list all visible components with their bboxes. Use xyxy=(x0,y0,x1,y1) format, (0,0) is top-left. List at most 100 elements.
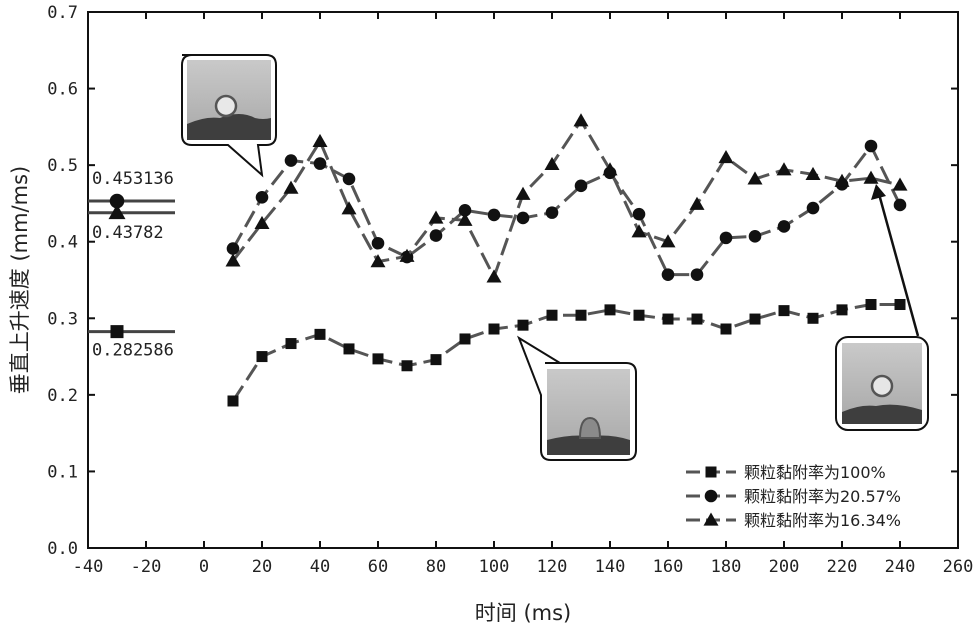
legend-label: 颗粒黏附率为20.57% xyxy=(744,487,901,506)
data-point-square xyxy=(749,313,761,325)
data-point-triangle xyxy=(689,196,705,210)
data-point-square xyxy=(314,328,326,340)
data-point-circle xyxy=(313,157,327,170)
data-point-triangle xyxy=(312,133,328,148)
data-point-square xyxy=(604,304,616,316)
data-point-circle xyxy=(255,191,269,204)
legend-label: 颗粒黏附率为16.34% xyxy=(744,511,901,530)
data-point-square xyxy=(575,309,587,321)
plot-frame xyxy=(87,11,959,549)
data-point-circle xyxy=(429,229,443,242)
data-point-square xyxy=(227,395,239,407)
droplet-photo-callouts xyxy=(181,54,929,461)
x-tick-label: 200 xyxy=(769,557,800,577)
x-tick-label: 80 xyxy=(426,557,446,577)
data-point-circle xyxy=(516,211,530,225)
data-point-circle xyxy=(545,206,559,219)
data-point-triangle xyxy=(602,162,618,176)
y-tick-label: 0.5 xyxy=(47,156,78,176)
x-tick-label: 100 xyxy=(479,557,510,577)
y-tick-label: 0.0 xyxy=(47,539,78,559)
average-label: 0.453136 xyxy=(92,169,174,189)
data-point-triangle xyxy=(283,180,299,194)
x-tick-label: 60 xyxy=(368,557,388,577)
legend-marker xyxy=(705,466,717,478)
y-tick-label: 0.1 xyxy=(47,462,78,482)
data-point-square xyxy=(633,309,645,321)
x-tick-label: 140 xyxy=(595,557,626,577)
data-point-square xyxy=(836,304,848,316)
data-point-triangle xyxy=(544,156,560,171)
data-point-circle xyxy=(574,179,588,193)
data-point-triangle xyxy=(254,215,270,229)
data-point-square xyxy=(256,351,268,363)
data-point-square xyxy=(662,313,674,325)
data-point-square xyxy=(459,333,471,345)
data-point-circle xyxy=(806,201,820,215)
x-tick-label: 0 xyxy=(199,557,209,577)
data-point-triangle xyxy=(863,170,879,184)
data-point-square xyxy=(691,313,703,325)
data-point-square xyxy=(720,323,732,335)
data-point-circle xyxy=(371,236,385,250)
data-point-circle xyxy=(719,231,733,245)
data-point-triangle xyxy=(631,224,647,238)
data-point-circle xyxy=(748,230,762,243)
data-point-triangle xyxy=(399,248,415,262)
data-point-triangle xyxy=(486,269,502,283)
data-point-triangle xyxy=(428,210,444,224)
data-point-circle xyxy=(284,154,298,167)
x-tick-label: 40 xyxy=(310,557,330,577)
data-point-square xyxy=(546,309,558,321)
data-point-square xyxy=(285,338,297,350)
average-marker xyxy=(110,325,124,339)
series-line-circle xyxy=(231,143,902,277)
data-point-square xyxy=(430,354,442,366)
legend-label: 颗粒黏附率为100% xyxy=(744,463,886,482)
data-point-circle xyxy=(893,198,907,212)
x-tick-label: -20 xyxy=(131,557,162,577)
x-tick-label: 20 xyxy=(252,557,272,577)
x-tick-label: 220 xyxy=(827,557,858,577)
data-point-triangle xyxy=(834,173,850,187)
x-tick-label: 120 xyxy=(537,557,568,577)
legend-marker xyxy=(704,489,718,503)
data-point-triangle xyxy=(892,177,908,191)
droplet-photo-callout xyxy=(835,184,929,431)
data-point-triangle xyxy=(457,212,473,226)
y-axis-title: 垂直上升速度 (mm/ms) xyxy=(8,166,32,394)
data-point-triangle xyxy=(805,166,821,180)
data-point-circle xyxy=(661,268,675,281)
average-marker xyxy=(109,193,125,209)
legend-marker xyxy=(703,512,719,526)
data-point-triangle xyxy=(573,113,589,127)
data-point-square xyxy=(372,353,384,365)
x-axis-title: 时间 (ms) xyxy=(475,601,571,625)
data-point-circle xyxy=(342,172,356,186)
data-point-triangle xyxy=(776,162,792,176)
average-label: 0.43782 xyxy=(92,223,164,243)
data-point-circle xyxy=(690,268,704,281)
data-point-square xyxy=(343,343,355,355)
x-tick-label: 240 xyxy=(885,557,916,577)
data-point-triangle xyxy=(341,201,357,215)
series-line-triangle xyxy=(231,117,901,281)
x-tick-label: 260 xyxy=(943,557,974,577)
y-tick-label: 0.7 xyxy=(47,3,78,23)
average-marker xyxy=(108,204,126,220)
data-point-square xyxy=(778,305,790,317)
data-point-triangle xyxy=(225,253,241,267)
data-point-triangle xyxy=(718,149,734,164)
data-point-circle xyxy=(487,208,501,222)
data-point-square xyxy=(517,319,529,331)
data-point-triangle xyxy=(747,171,763,185)
data-point-circle xyxy=(777,220,791,233)
data-point-square xyxy=(865,299,877,311)
data-point-triangle xyxy=(660,234,676,248)
x-tick-label: -40 xyxy=(73,557,104,577)
y-tick-label: 0.3 xyxy=(47,309,78,329)
data-point-square xyxy=(401,360,413,372)
data-point-triangle xyxy=(370,254,386,268)
average-label: 0.282586 xyxy=(92,341,174,361)
